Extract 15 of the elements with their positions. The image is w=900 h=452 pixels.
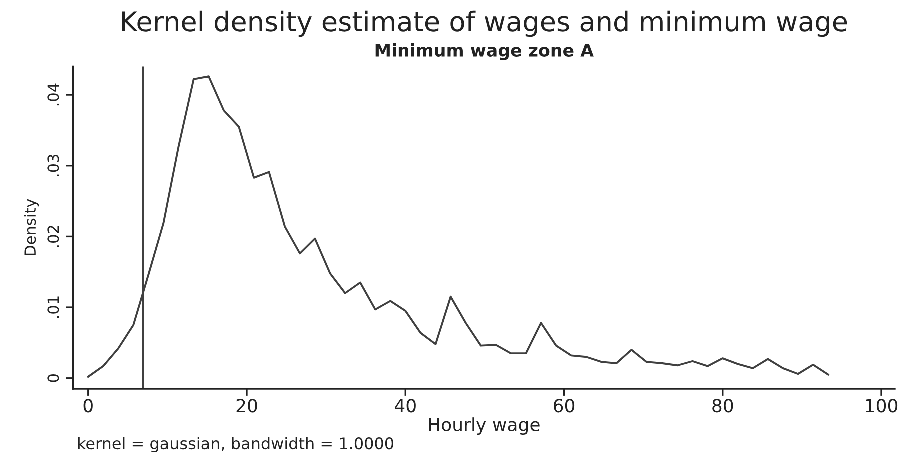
chart-title: Kernel density estimate of wages and minimum wage — [122, 10, 848, 38]
x-tick-label: 40 — [395, 399, 416, 413]
y-tick-label: .04 — [48, 84, 60, 106]
y-axis-title: Density — [24, 199, 40, 256]
y-tick-label: .01 — [48, 296, 60, 318]
x-tick-label: 60 — [554, 399, 575, 413]
x-axis-title: Hourly wage — [429, 418, 540, 436]
chart-subtitle: Minimum wage zone A — [376, 44, 594, 60]
x-tick-label: 20 — [236, 399, 258, 413]
y-tick-label: 0 — [48, 374, 60, 382]
y-tick-label: .03 — [48, 154, 60, 176]
x-tick-label: 80 — [712, 399, 734, 413]
x-tick-label: 0 — [84, 399, 93, 413]
y-tick-label: .02 — [48, 226, 60, 248]
x-tick-label: 100 — [866, 399, 898, 413]
